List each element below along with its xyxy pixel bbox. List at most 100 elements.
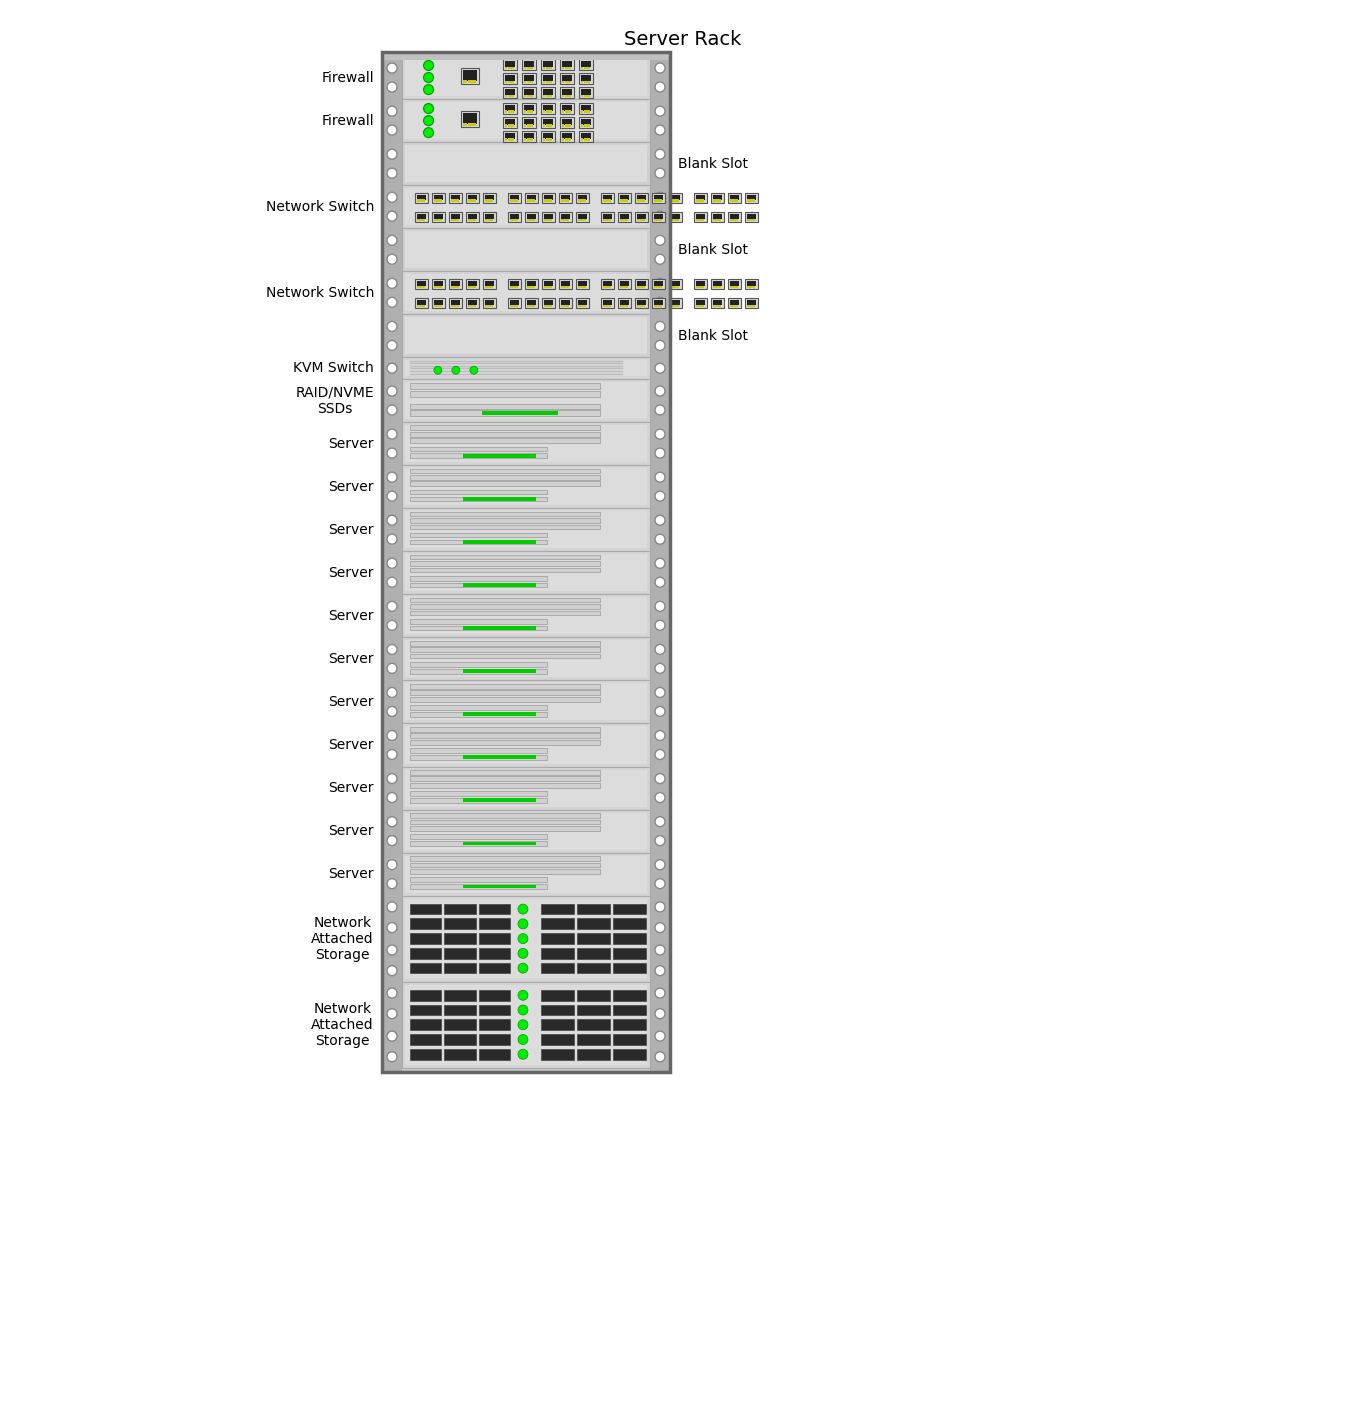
Bar <box>419 305 422 307</box>
Bar <box>583 81 586 83</box>
Bar <box>578 218 579 221</box>
Bar <box>505 81 507 83</box>
Bar <box>699 200 700 203</box>
Bar <box>564 81 567 83</box>
Bar <box>434 285 437 288</box>
Bar <box>588 110 590 113</box>
Bar <box>547 285 549 288</box>
Bar <box>543 67 545 70</box>
Bar <box>752 285 755 288</box>
Bar <box>513 218 515 221</box>
Bar <box>405 985 647 1065</box>
Bar <box>423 218 424 221</box>
Bar <box>541 1005 574 1016</box>
Bar <box>541 280 555 290</box>
Bar <box>382 51 403 1072</box>
Bar <box>695 301 704 305</box>
Bar <box>522 130 536 141</box>
Bar <box>623 218 624 221</box>
Text: Firewall: Firewall <box>321 70 374 84</box>
Bar <box>464 755 536 759</box>
Bar <box>699 218 700 221</box>
Bar <box>605 305 608 307</box>
Circle shape <box>656 387 665 397</box>
Bar <box>657 218 658 221</box>
Circle shape <box>388 278 397 288</box>
Bar <box>526 214 536 220</box>
Bar <box>733 218 734 221</box>
Bar <box>405 899 647 979</box>
Bar <box>676 218 679 221</box>
Circle shape <box>388 1052 397 1062</box>
Bar <box>510 195 518 200</box>
Bar <box>562 104 571 110</box>
Bar <box>409 611 600 615</box>
Bar <box>670 305 673 307</box>
Bar <box>445 948 476 959</box>
Circle shape <box>388 126 397 136</box>
Bar <box>581 133 590 138</box>
Text: Network Switch: Network Switch <box>265 285 374 300</box>
Bar <box>471 305 473 307</box>
Bar <box>468 285 471 288</box>
Bar <box>733 200 734 203</box>
Circle shape <box>656 126 665 136</box>
Bar <box>626 218 627 221</box>
Bar <box>415 298 427 308</box>
Bar <box>562 124 564 127</box>
Bar <box>560 281 570 285</box>
Bar <box>749 218 752 221</box>
Bar <box>560 60 574 70</box>
Bar <box>669 213 681 223</box>
Bar <box>578 214 586 220</box>
Circle shape <box>388 254 397 264</box>
Bar <box>529 200 532 203</box>
Bar <box>549 110 552 113</box>
Bar <box>544 218 545 221</box>
Bar <box>423 200 424 203</box>
Bar <box>639 200 642 203</box>
Circle shape <box>656 1052 665 1062</box>
Bar <box>524 90 533 96</box>
Bar <box>713 200 715 203</box>
Bar <box>636 195 646 200</box>
Circle shape <box>656 193 665 203</box>
Bar <box>733 285 734 288</box>
Bar <box>526 138 529 140</box>
Circle shape <box>388 792 397 802</box>
Bar <box>617 213 631 223</box>
Circle shape <box>656 601 665 611</box>
Bar <box>464 712 536 716</box>
Bar <box>564 67 567 70</box>
Bar <box>605 285 608 288</box>
Bar <box>505 96 507 97</box>
Bar <box>642 200 645 203</box>
Bar <box>409 481 600 487</box>
Bar <box>409 384 600 390</box>
Bar <box>579 103 593 114</box>
Bar <box>613 919 646 929</box>
Circle shape <box>656 297 665 307</box>
Bar <box>694 193 707 203</box>
Bar <box>541 193 555 203</box>
Bar <box>577 919 609 929</box>
Text: Server: Server <box>329 565 374 579</box>
Bar <box>568 138 571 140</box>
Bar <box>560 130 574 141</box>
Bar <box>465 193 479 203</box>
Bar <box>702 200 703 203</box>
Bar <box>617 280 631 290</box>
Bar <box>657 305 658 307</box>
Bar <box>562 138 564 140</box>
Bar <box>620 281 628 285</box>
Bar <box>578 281 586 285</box>
Bar <box>694 298 707 308</box>
Bar <box>608 285 611 288</box>
Circle shape <box>656 664 665 674</box>
Bar <box>505 118 515 124</box>
Bar <box>657 200 658 203</box>
Bar <box>409 733 600 738</box>
Circle shape <box>656 749 665 759</box>
Bar <box>702 305 703 307</box>
Circle shape <box>388 515 397 525</box>
